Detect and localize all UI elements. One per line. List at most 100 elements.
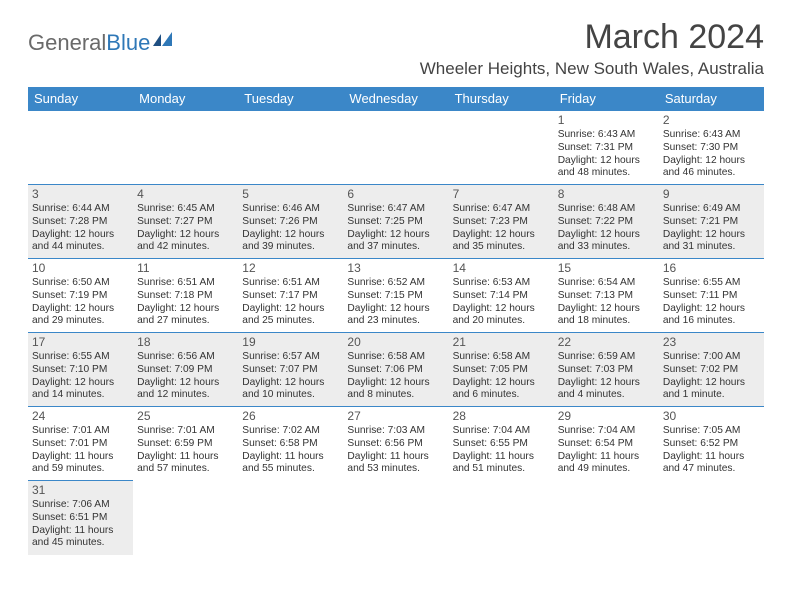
day-number: 4 — [137, 187, 234, 202]
sunrise-text: Sunrise: 6:45 AM — [137, 203, 234, 216]
daylight-text-2: and 57 minutes. — [137, 463, 234, 476]
sunrise-text: Sunrise: 7:05 AM — [663, 425, 760, 438]
day-number: 18 — [137, 335, 234, 350]
daylight-text-2: and 46 minutes. — [663, 167, 760, 180]
day-cell: 10Sunrise: 6:50 AMSunset: 7:19 PMDayligh… — [28, 259, 133, 333]
daylight-text-2: and 14 minutes. — [32, 389, 129, 402]
sunset-text: Sunset: 7:07 PM — [242, 364, 339, 377]
daylight-text-2: and 4 minutes. — [558, 389, 655, 402]
daylight-text-2: and 35 minutes. — [453, 241, 550, 254]
sunset-text: Sunset: 7:11 PM — [663, 290, 760, 303]
day-cell: 27Sunrise: 7:03 AMSunset: 6:56 PMDayligh… — [343, 407, 448, 481]
day-cell: 22Sunrise: 6:59 AMSunset: 7:03 PMDayligh… — [554, 333, 659, 407]
day-cell: 1Sunrise: 6:43 AMSunset: 7:31 PMDaylight… — [554, 111, 659, 185]
daylight-text-2: and 16 minutes. — [663, 315, 760, 328]
day-cell: 28Sunrise: 7:04 AMSunset: 6:55 PMDayligh… — [449, 407, 554, 481]
daylight-text-1: Daylight: 12 hours — [347, 229, 444, 242]
sunrise-text: Sunrise: 6:59 AM — [558, 351, 655, 364]
daylight-text-2: and 31 minutes. — [663, 241, 760, 254]
sunset-text: Sunset: 6:54 PM — [558, 438, 655, 451]
sunset-text: Sunset: 7:09 PM — [137, 364, 234, 377]
daylight-text-2: and 48 minutes. — [558, 167, 655, 180]
daylight-text-2: and 12 minutes. — [137, 389, 234, 402]
sunrise-text: Sunrise: 6:51 AM — [242, 277, 339, 290]
daylight-text-2: and 49 minutes. — [558, 463, 655, 476]
sunset-text: Sunset: 7:14 PM — [453, 290, 550, 303]
day-cell: 4Sunrise: 6:45 AMSunset: 7:27 PMDaylight… — [133, 185, 238, 259]
day-cell: 30Sunrise: 7:05 AMSunset: 6:52 PMDayligh… — [659, 407, 764, 481]
calendar-table: SundayMondayTuesdayWednesdayThursdayFrid… — [28, 87, 764, 555]
sunset-text: Sunset: 7:26 PM — [242, 216, 339, 229]
day-number: 6 — [347, 187, 444, 202]
sunrise-text: Sunrise: 6:55 AM — [32, 351, 129, 364]
sunset-text: Sunset: 7:27 PM — [137, 216, 234, 229]
day-number: 19 — [242, 335, 339, 350]
header: GeneralBlue March 2024 Wheeler Heights, … — [28, 18, 764, 79]
daylight-text-1: Daylight: 11 hours — [137, 451, 234, 464]
day-cell: 9Sunrise: 6:49 AMSunset: 7:21 PMDaylight… — [659, 185, 764, 259]
sunset-text: Sunset: 6:52 PM — [663, 438, 760, 451]
day-number: 23 — [663, 335, 760, 350]
empty-cell — [449, 481, 554, 555]
sunrise-text: Sunrise: 6:56 AM — [137, 351, 234, 364]
sunset-text: Sunset: 7:03 PM — [558, 364, 655, 377]
day-number: 20 — [347, 335, 444, 350]
day-number: 9 — [663, 187, 760, 202]
day-header: Wednesday — [343, 87, 448, 111]
day-number: 15 — [558, 261, 655, 276]
day-number: 10 — [32, 261, 129, 276]
daylight-text-1: Daylight: 12 hours — [137, 377, 234, 390]
daylight-text-1: Daylight: 12 hours — [558, 229, 655, 242]
sunset-text: Sunset: 7:25 PM — [347, 216, 444, 229]
day-number: 5 — [242, 187, 339, 202]
daylight-text-2: and 20 minutes. — [453, 315, 550, 328]
sunset-text: Sunset: 7:23 PM — [453, 216, 550, 229]
day-cell: 17Sunrise: 6:55 AMSunset: 7:10 PMDayligh… — [28, 333, 133, 407]
sunset-text: Sunset: 6:58 PM — [242, 438, 339, 451]
sunset-text: Sunset: 7:30 PM — [663, 142, 760, 155]
daylight-text-1: Daylight: 12 hours — [347, 377, 444, 390]
sunrise-text: Sunrise: 6:54 AM — [558, 277, 655, 290]
daylight-text-2: and 39 minutes. — [242, 241, 339, 254]
day-cell: 24Sunrise: 7:01 AMSunset: 7:01 PMDayligh… — [28, 407, 133, 481]
day-number: 14 — [453, 261, 550, 276]
day-number: 8 — [558, 187, 655, 202]
sunrise-text: Sunrise: 6:47 AM — [347, 203, 444, 216]
day-number: 21 — [453, 335, 550, 350]
flag-icon — [153, 30, 179, 56]
day-number: 7 — [453, 187, 550, 202]
day-number: 16 — [663, 261, 760, 276]
day-number: 1 — [558, 113, 655, 128]
empty-cell — [238, 481, 343, 555]
day-number: 31 — [32, 483, 129, 498]
day-cell: 19Sunrise: 6:57 AMSunset: 7:07 PMDayligh… — [238, 333, 343, 407]
day-header: Tuesday — [238, 87, 343, 111]
sunrise-text: Sunrise: 7:04 AM — [558, 425, 655, 438]
sunrise-text: Sunrise: 6:44 AM — [32, 203, 129, 216]
day-cell: 23Sunrise: 7:00 AMSunset: 7:02 PMDayligh… — [659, 333, 764, 407]
day-number: 2 — [663, 113, 760, 128]
daylight-text-2: and 25 minutes. — [242, 315, 339, 328]
week-row: 10Sunrise: 6:50 AMSunset: 7:19 PMDayligh… — [28, 259, 764, 333]
sunset-text: Sunset: 7:21 PM — [663, 216, 760, 229]
sunrise-text: Sunrise: 7:01 AM — [32, 425, 129, 438]
day-number: 11 — [137, 261, 234, 276]
daylight-text-2: and 44 minutes. — [32, 241, 129, 254]
daylight-text-2: and 1 minute. — [663, 389, 760, 402]
daylight-text-1: Daylight: 12 hours — [242, 303, 339, 316]
daylight-text-1: Daylight: 11 hours — [242, 451, 339, 464]
day-cell: 11Sunrise: 6:51 AMSunset: 7:18 PMDayligh… — [133, 259, 238, 333]
sunset-text: Sunset: 6:51 PM — [32, 512, 129, 525]
title-block: March 2024 Wheeler Heights, New South Wa… — [420, 18, 764, 79]
month-title: March 2024 — [420, 18, 764, 57]
sunset-text: Sunset: 6:59 PM — [137, 438, 234, 451]
sunrise-text: Sunrise: 7:04 AM — [453, 425, 550, 438]
empty-cell — [28, 111, 133, 185]
calendar-head: SundayMondayTuesdayWednesdayThursdayFrid… — [28, 87, 764, 111]
daylight-text-1: Daylight: 11 hours — [453, 451, 550, 464]
day-header: Monday — [133, 87, 238, 111]
day-cell: 20Sunrise: 6:58 AMSunset: 7:06 PMDayligh… — [343, 333, 448, 407]
sunrise-text: Sunrise: 6:57 AM — [242, 351, 339, 364]
daylight-text-1: Daylight: 12 hours — [558, 303, 655, 316]
day-cell: 29Sunrise: 7:04 AMSunset: 6:54 PMDayligh… — [554, 407, 659, 481]
